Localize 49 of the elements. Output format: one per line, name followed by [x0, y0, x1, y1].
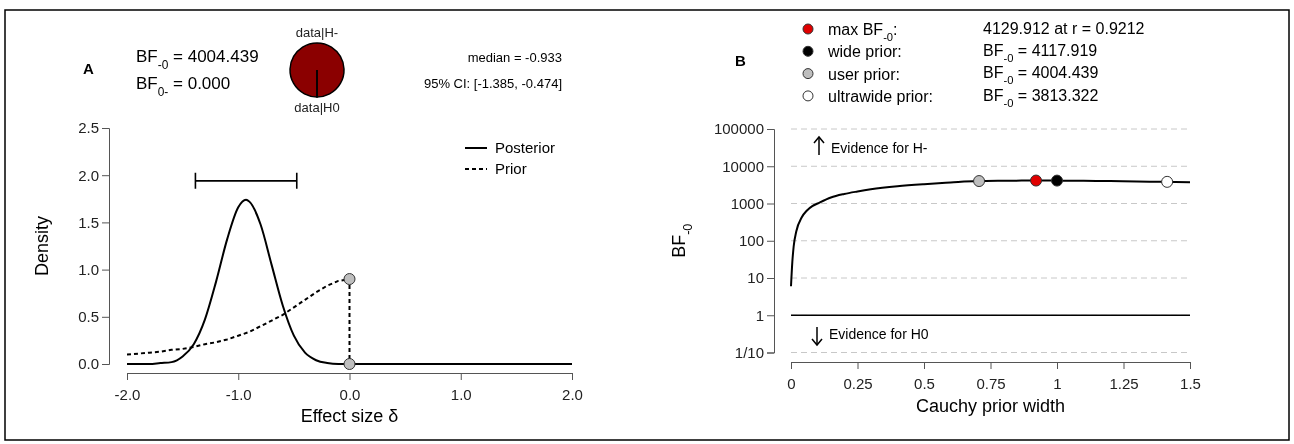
slice-label: data|H0	[294, 100, 340, 115]
y-tick-label: 100000	[713, 120, 764, 138]
x-axis-title: Effect size δ	[300, 406, 399, 426]
y-tick-label: 2.0	[78, 166, 99, 184]
legend-label: user prior:	[828, 65, 901, 83]
x-tick-label: -2.0	[114, 385, 141, 403]
text: BF$_{0-}$ = 0.000	[136, 74, 231, 99]
y-tick-label: 0.0	[78, 355, 99, 373]
x-tick-label: -1.0	[225, 385, 252, 403]
y-tick-label: 10000	[722, 157, 764, 175]
y-axis-title: Density	[32, 215, 52, 277]
x-tick-label: 2.0	[562, 385, 583, 403]
y-tick-label: 1.0	[78, 260, 99, 278]
y-tick-label: 1.5	[78, 213, 99, 231]
x-tick-label: 0.75	[976, 374, 1006, 392]
pie-slice	[289, 42, 345, 98]
y-tick-label: 2.5	[78, 119, 99, 137]
text: median = -0.933	[467, 50, 562, 65]
y-tick-label: 0.5	[78, 308, 99, 326]
text: B	[735, 52, 746, 69]
x-tick-label: 1.0	[450, 385, 472, 403]
x-tick-label: 0.25	[843, 374, 873, 392]
slice-label: data|H-	[295, 25, 339, 40]
text: BF$_{-0}$ = 4004.439	[136, 47, 259, 72]
text: A	[83, 60, 94, 77]
legend-label: Posterior	[495, 139, 556, 156]
text: 95% CI: [-1.385, -0.474]	[423, 76, 562, 91]
x-tick-label: 0.5	[914, 374, 935, 392]
legend-label: Prior	[495, 160, 527, 177]
legend-label: wide prior:	[827, 43, 902, 61]
text: BF$_{-0}$ = 4117.919	[983, 42, 1098, 64]
text: BF$_{-0}$ = 3813.322	[983, 87, 1099, 109]
x-tick-label: 1.25	[1109, 374, 1139, 392]
text: 4129.912 at r = 0.9212	[983, 20, 1145, 37]
annotation: Evidence for H0	[829, 326, 929, 342]
x-tick-label: 1.5	[1180, 374, 1201, 392]
y-tick-label: 1/10	[734, 343, 764, 361]
x-tick-label: 0	[787, 374, 796, 392]
text: BF$_{-0}$ = 4004.439	[983, 64, 1099, 86]
legend-label: ultrawide prior:	[828, 87, 933, 105]
y-tick-label: 1	[755, 306, 764, 324]
legend-label: max BF$_{-0}$:	[828, 21, 898, 43]
y-tick-label: 1000	[730, 194, 764, 212]
x-tick-label: 1	[1053, 374, 1062, 392]
annotation: Evidence for H-	[831, 140, 928, 156]
x-tick-label: 0.0	[339, 385, 361, 403]
y-tick-label: 100	[738, 232, 764, 250]
x-axis-title: Cauchy prior width	[915, 396, 1066, 416]
y-tick-label: 10	[747, 269, 764, 287]
